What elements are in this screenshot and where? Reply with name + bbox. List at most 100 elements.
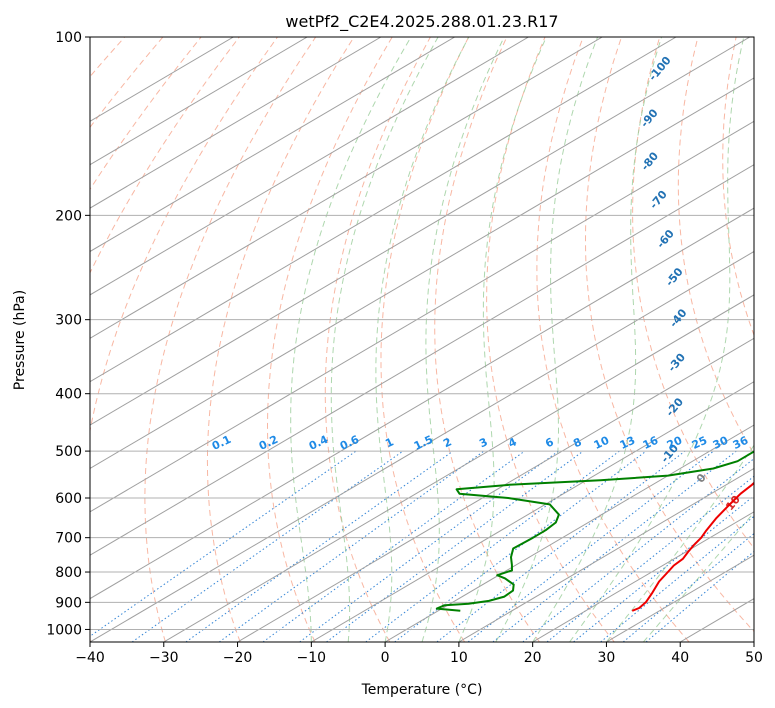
y-tick-label: 300 xyxy=(55,313,82,329)
dry-adiabat-line xyxy=(380,37,470,642)
y-tick-label: 1000 xyxy=(46,622,82,638)
moist-adiabat-line xyxy=(421,37,505,642)
isotherm-line xyxy=(90,37,603,339)
x-tick-label: −40 xyxy=(75,650,105,666)
moist-adiabat-line xyxy=(642,511,754,642)
dry-adiabat-label: -40 xyxy=(667,306,690,330)
dry-adiabat-label: -90 xyxy=(638,106,661,130)
isotherm-line xyxy=(90,250,754,642)
mixing-ratio-label: 13 xyxy=(618,434,637,452)
moist-adiabat-line xyxy=(606,444,754,642)
isotherm-line xyxy=(753,641,754,642)
dewpoint-profile-line xyxy=(435,450,754,612)
mixing-ratio-line xyxy=(185,450,454,642)
y-tick-label: 100 xyxy=(55,30,82,46)
mixing-ratio-line xyxy=(436,450,686,642)
dry-adiabat-label: -60 xyxy=(654,227,677,251)
x-tick-label: −30 xyxy=(149,650,179,666)
mixing-ratio-label: 0.2 xyxy=(257,433,280,453)
mixing-ratio-label: 30 xyxy=(711,434,731,452)
y-tick-label: 900 xyxy=(55,595,82,611)
y-tick-label: 500 xyxy=(55,444,82,460)
dry-adiabat-line xyxy=(267,37,393,642)
mixing-ratio-line xyxy=(467,450,714,642)
isotherm-line xyxy=(90,207,754,600)
isotherm-line xyxy=(90,77,754,470)
x-axis-label: Temperature (°C) xyxy=(361,682,483,698)
dry-adiabat-line xyxy=(632,37,754,550)
x-tick-label: 50 xyxy=(745,650,763,666)
dry-adiabat-label: -30 xyxy=(665,351,688,375)
mixing-ratio-line xyxy=(365,450,620,642)
mixing-ratio-label: 4 xyxy=(506,435,519,450)
mixing-ratio-line xyxy=(622,532,754,642)
moist-adiabat-line xyxy=(532,37,663,642)
y-tick-label: 800 xyxy=(55,565,82,581)
isotherm-line xyxy=(384,424,754,642)
y-tick-label: 700 xyxy=(55,531,82,547)
mixing-ratio-label: 10 xyxy=(592,434,612,452)
plot-frame xyxy=(89,36,755,643)
moist-adiabat-line xyxy=(330,37,439,642)
isotherm-line xyxy=(606,554,754,642)
x-tick-label: 10 xyxy=(450,650,468,666)
dry-adiabat-label: 20 xyxy=(759,515,775,535)
x-tick-label: 0 xyxy=(381,650,390,666)
x-tick-label: 30 xyxy=(598,650,616,666)
isobar-grid xyxy=(90,214,754,630)
mixing-ratio-line xyxy=(573,495,754,642)
dry-adiabat-line xyxy=(722,37,754,337)
dry-adiabat-line xyxy=(486,37,615,642)
y-tick-label: 600 xyxy=(55,491,82,507)
isotherm-line xyxy=(163,294,754,642)
mixing-ratio-label: 25 xyxy=(690,434,709,452)
dry-adiabat-line xyxy=(536,37,690,642)
mixing-ratio-line xyxy=(326,450,584,642)
mixing-ratio-label: 1.5 xyxy=(412,433,435,453)
y-tick-label: 200 xyxy=(55,208,82,224)
mixing-ratio-label: 0.6 xyxy=(338,433,361,453)
x-tick-label: 40 xyxy=(671,650,689,666)
dry-adiabat-label: -50 xyxy=(663,265,686,289)
mixing-ratio-label: 3 xyxy=(477,435,489,450)
dry-adiabat-line xyxy=(90,37,278,642)
isotherm-line xyxy=(679,598,754,642)
isotherm-line xyxy=(90,37,455,253)
isotherm-line xyxy=(90,37,529,296)
isotherm-line xyxy=(237,337,754,642)
isotherm-line xyxy=(90,37,234,122)
dry-adiabat-line xyxy=(677,37,754,455)
isotherm-line xyxy=(532,511,754,642)
temperature-profile-line xyxy=(631,481,754,612)
isotherm-line xyxy=(458,467,754,642)
mixing-ratio-line xyxy=(522,458,754,642)
isotherm-line xyxy=(90,37,308,166)
isotherm-line xyxy=(90,37,677,383)
mixing-ratio-line xyxy=(600,515,754,642)
y-tick-label: 400 xyxy=(55,387,82,403)
mixing-ratio-line xyxy=(262,450,525,642)
x-axis: −40 −30 −20 −10 0 10 20 30 40 50 xyxy=(75,642,763,666)
mixing-ratio-line xyxy=(546,475,754,642)
mixing-ratio-line xyxy=(218,450,485,642)
mixing-ratio-label: 2 xyxy=(441,435,453,450)
x-tick-label: −20 xyxy=(223,650,253,666)
dry-adiabat-line xyxy=(324,37,431,642)
moist-adiabat-line xyxy=(569,37,745,642)
background-lines xyxy=(90,37,754,642)
isotherm-line xyxy=(311,381,754,642)
dry-adiabat-line xyxy=(434,37,540,642)
isotherm-line xyxy=(90,37,382,209)
moist-adiabat-line xyxy=(495,37,599,642)
mixing-ratio-line xyxy=(90,450,357,637)
mixing-ratio-label: 0.1 xyxy=(210,433,233,453)
x-tick-label: 20 xyxy=(524,650,542,666)
mixing-ratio-label: 16 xyxy=(641,434,661,452)
dry-adiabat-label: -80 xyxy=(638,149,661,173)
mixing-ratio-label: 8 xyxy=(571,435,583,450)
dry-adiabat-line xyxy=(206,37,355,642)
profile-lines xyxy=(435,450,754,612)
x-tick-label: −10 xyxy=(297,650,327,666)
moist-adiabat-line xyxy=(458,37,547,642)
dry-adiabat-line xyxy=(90,37,240,274)
